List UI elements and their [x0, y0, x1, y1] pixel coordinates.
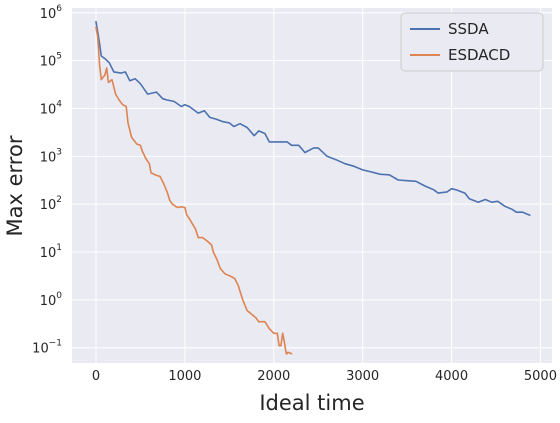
x-tick-label: 4000: [435, 369, 468, 384]
y-tick-label: 105: [40, 52, 62, 70]
x-tick-label: 0: [92, 369, 100, 384]
legend: SSDA ESDACD: [400, 12, 544, 72]
series-line-ssda: [95, 20, 531, 216]
y-axis-label: Max error: [3, 135, 27, 236]
grid: [72, 8, 552, 363]
legend-label-esdacd: ESDACD: [448, 46, 510, 64]
y-tick-label: 10−1: [32, 339, 62, 357]
series-layer: [95, 20, 531, 355]
x-tick-labels: 0 1000 2000 3000 4000 5000: [92, 369, 557, 384]
y-tick-label: 106: [40, 4, 63, 22]
y-tick-label: 103: [40, 147, 62, 165]
x-tick-label: 3000: [346, 369, 379, 384]
x-tick-label: 2000: [257, 369, 290, 384]
x-tick-label: 1000: [168, 369, 201, 384]
legend-box: [400, 12, 544, 72]
series-line-esdacd: [95, 26, 293, 355]
y-tick-label: 104: [40, 99, 63, 117]
y-tick-label: 100: [40, 291, 63, 309]
x-axis-label: Ideal time: [259, 391, 364, 415]
y-tick-labels: 10−1 100 101 102 103 104 105 106: [32, 4, 62, 357]
y-tick-label: 102: [40, 195, 62, 213]
legend-label-ssda: SSDA: [448, 20, 489, 38]
y-tick-label: 101: [40, 243, 62, 261]
x-tick-label: 5000: [524, 369, 557, 384]
